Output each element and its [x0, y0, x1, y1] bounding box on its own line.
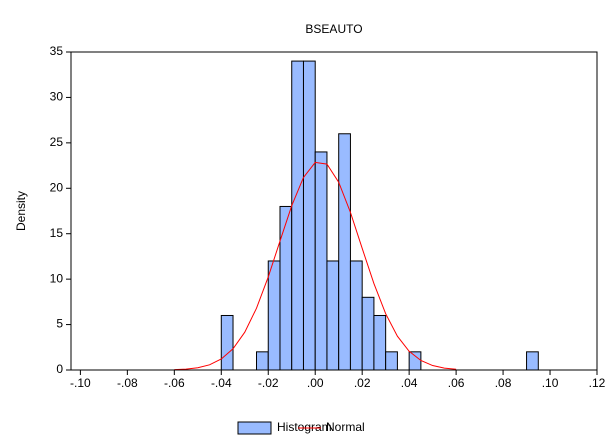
x-tick-label: -.02: [258, 376, 279, 390]
y-tick-label: 0: [56, 362, 63, 376]
bar: [267, 260, 281, 371]
bar: [373, 314, 387, 371]
y-tick-label: 30: [50, 90, 64, 104]
y-tick-label: 20: [50, 180, 64, 194]
y-tick-label: 25: [50, 135, 64, 149]
x-tick-label: -.04: [211, 376, 232, 390]
bar: [408, 351, 422, 371]
y-axis-label: Density: [14, 191, 28, 231]
x-tick-label: .08: [495, 376, 512, 390]
normal-curve: [174, 161, 457, 371]
y-tick-label: 15: [50, 226, 64, 240]
y-tick-label: 35: [50, 44, 64, 58]
y-tick-label: 10: [50, 271, 64, 285]
bar: [385, 351, 398, 371]
bar: [291, 60, 304, 371]
x-tick-label: -.10: [70, 376, 91, 390]
bar: [526, 351, 539, 371]
bar: [361, 296, 375, 371]
bar: [256, 351, 269, 371]
x-tick-label: .00: [307, 376, 324, 390]
x-tick-label: .10: [542, 376, 559, 390]
bar: [314, 151, 328, 371]
legend-label: Histogram: [277, 420, 332, 434]
legend-swatch: [237, 421, 272, 435]
legend-label: Normal: [326, 420, 365, 434]
bar: [349, 260, 363, 371]
x-tick-label: .04: [401, 376, 418, 390]
plot-frame: [70, 51, 598, 371]
x-tick-label: .06: [448, 376, 465, 390]
bar: [302, 60, 316, 371]
x-tick-label: .02: [354, 376, 371, 390]
bar: [279, 205, 293, 371]
x-tick-label: -.08: [117, 376, 138, 390]
x-tick-label: -.06: [164, 376, 185, 390]
bar: [338, 133, 351, 371]
bar: [326, 260, 340, 371]
y-tick-label: 5: [56, 317, 63, 331]
chart-title: BSEAUTO: [305, 22, 362, 36]
x-tick-label: .12: [589, 376, 605, 390]
bar: [220, 314, 234, 371]
